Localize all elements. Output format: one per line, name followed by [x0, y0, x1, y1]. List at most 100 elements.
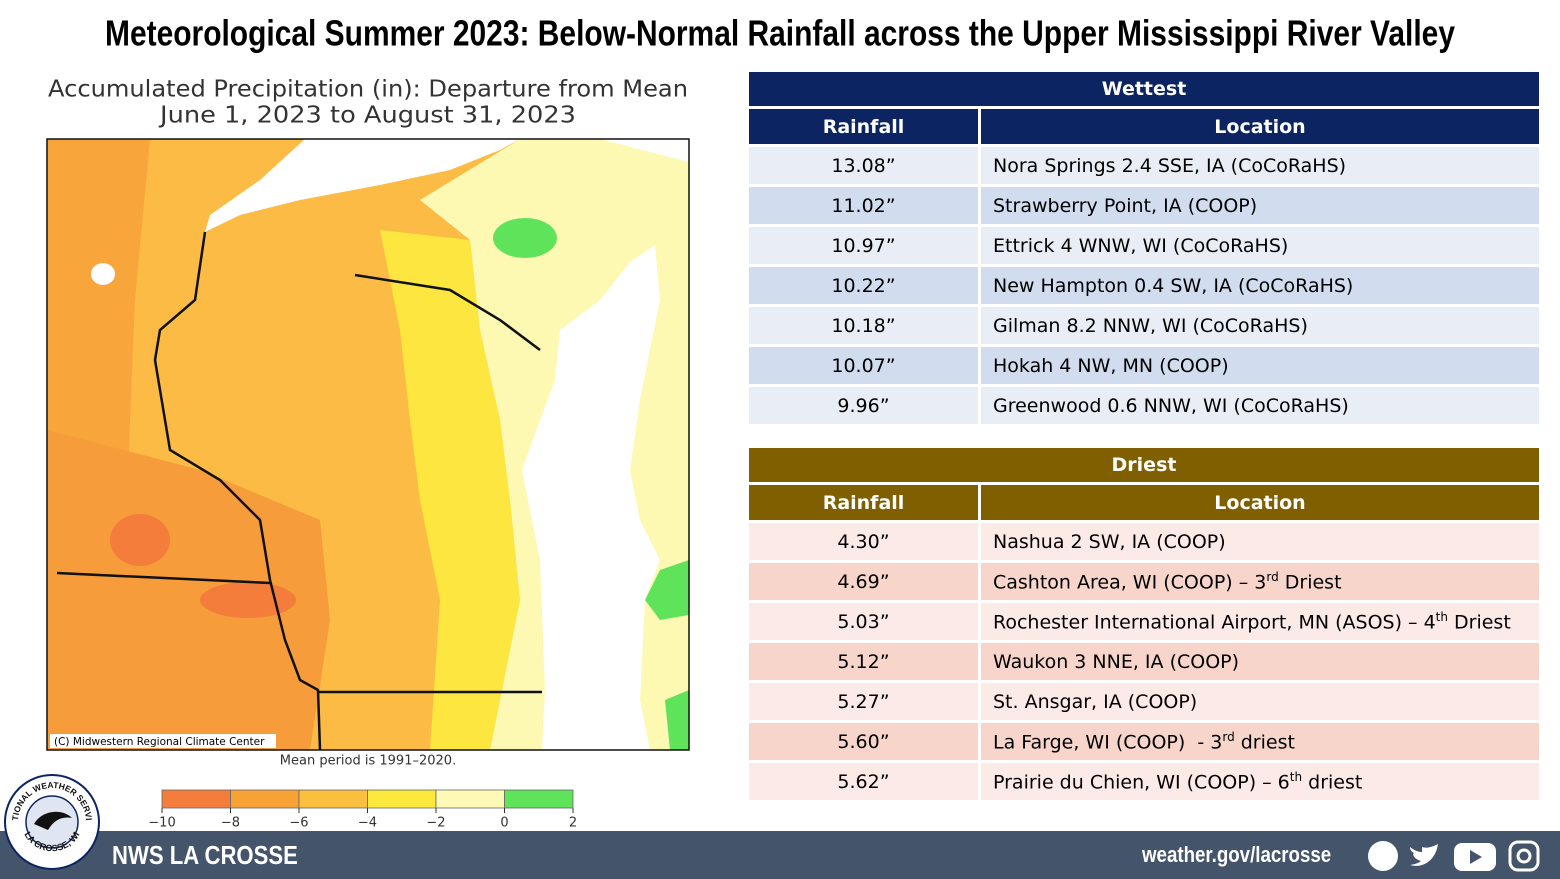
state-border	[56, 231, 542, 750]
mean-period: Mean period is 1991–2020.	[280, 754, 456, 769]
location-rank: Driest	[1447, 611, 1511, 634]
legend-tick-label: −6	[289, 816, 308, 831]
rainfall-cell: 10.07”	[749, 347, 981, 384]
map-region	[110, 514, 170, 566]
twitter-icon[interactable]	[1410, 844, 1438, 866]
table-row: 10.22” New Hampton 0.4 SW, IA (CoCoRaHS)	[749, 267, 1539, 304]
location-text: Prairie du Chien, WI (COOP) – 6	[993, 771, 1290, 794]
table-row: 11.02” Strawberry Point, IA (COOP)	[749, 187, 1539, 224]
rainfall-cell: 4.69”	[749, 563, 981, 600]
table-row: 4.30” Nashua 2 SW, IA (COOP)	[749, 523, 1539, 560]
location-cell: Nora Springs 2.4 SSE, IA (CoCoRaHS)	[993, 154, 1347, 177]
rainfall-cell: 5.03”	[749, 603, 981, 640]
location-cell: New Hampton 0.4 SW, IA (CoCoRaHS)	[993, 274, 1354, 297]
column-header: Rainfall	[749, 109, 981, 144]
legend-swatch	[435, 789, 505, 809]
lake	[522, 245, 660, 750]
map-credit: (C) Midwestern Regional Climate Center	[54, 736, 265, 748]
table-row: 10.18” Gilman 8.2 NNW, WI (CoCoRaHS)	[749, 307, 1539, 344]
lake	[91, 263, 115, 285]
legend-swatch	[504, 789, 574, 809]
map-region	[645, 560, 689, 750]
rainfall-cell: 5.27”	[749, 683, 981, 720]
table-row: 5.60” La Farge, WI (COOP) - 3rd driest	[749, 723, 1539, 760]
rainfall-cell: 5.62”	[749, 763, 981, 800]
location-cell: Prairie du Chien, WI (COOP) – 6th driest	[981, 763, 1539, 800]
column-header: Location	[981, 485, 1539, 520]
map-region	[200, 582, 296, 618]
map-frame	[46, 138, 690, 751]
table-row: 5.27” St. Ansgar, IA (COOP)	[749, 683, 1539, 720]
website: weather.gov/lacrosse	[1142, 842, 1332, 867]
office-name: NWS LA CROSSE	[112, 840, 298, 870]
logo-mark	[34, 811, 72, 830]
legend-swatch	[298, 789, 368, 809]
map: (C) Midwestern Regional Climate Center M…	[46, 138, 690, 831]
ordinal-suffix: rd	[1266, 569, 1279, 584]
table-row: 13.08” Nora Springs 2.4 SSE, IA (CoCoRaHS…	[749, 147, 1539, 184]
wettest-table: Wettest Rainfall Location 13.08” Nora Spring…	[749, 69, 1539, 427]
column-header: Location	[981, 109, 1539, 144]
map-region	[47, 430, 330, 750]
instagram-lens	[1516, 848, 1532, 864]
column-header: Rainfall	[749, 485, 981, 520]
location-text: Cashton Area, WI (COOP) – 3	[993, 571, 1267, 594]
location-text: La Farge, WI (COOP) - 3	[993, 731, 1223, 754]
rainfall-cell: 5.12”	[749, 643, 981, 680]
title-area: Meteorological Summer 2023: Below-Normal…	[105, 13, 1455, 54]
table-title: Driest	[749, 448, 1539, 482]
page-title: Meteorological Summer 2023: Below-Normal…	[105, 13, 1455, 54]
rainfall-cell: 9.96”	[749, 387, 981, 424]
column-header-row: Rainfall Location	[749, 109, 1539, 144]
facebook-icon[interactable]	[1368, 841, 1398, 871]
youtube-play	[1470, 850, 1482, 864]
map-subtitle: Accumulated Precipitation (in): Departur…	[48, 77, 688, 103]
social-icons	[1368, 840, 1540, 872]
table-row: 5.62” Prairie du Chien, WI (COOP) – 6th d…	[749, 763, 1539, 800]
table-row: 4.69” Cashton Area, WI (COOP) – 3rd Dries…	[749, 563, 1539, 600]
location-rank: Driest	[1278, 571, 1342, 594]
column-header-row: Rainfall Location	[749, 485, 1539, 520]
location-rank: driest	[1302, 771, 1363, 794]
location-cell: Cashton Area, WI (COOP) – 3rd Driest	[981, 563, 1539, 600]
table-title: Wettest	[749, 72, 1539, 106]
footer: NWS LA CROSSE weather.gov/lacrosse	[0, 831, 1560, 879]
location-cell: Waukon 3 NNE, IA (COOP)	[993, 650, 1240, 673]
table-title-row: Driest	[749, 448, 1539, 482]
table-row: 10.07” Hokah 4 NW, MN (COOP)	[749, 347, 1539, 384]
legend-swatch	[367, 789, 437, 809]
table-row: 10.97” Ettrick 4 WNW, WI (CoCoRaHS)	[749, 227, 1539, 264]
rainfall-cell: 5.60”	[749, 723, 981, 760]
legend-tick-label: 0	[500, 816, 508, 831]
legend-tick-label: −2	[426, 816, 445, 831]
map-region	[493, 218, 557, 258]
driest-table: Driest Rainfall Location 4.30” Nashua 2 SW, …	[749, 445, 1539, 803]
table-title-row: Wettest	[749, 72, 1539, 106]
rainfall-cell: 4.30”	[749, 523, 981, 560]
location-cell: Ettrick 4 WNW, WI (CoCoRaHS)	[993, 234, 1289, 257]
instagram-icon[interactable]	[1508, 840, 1540, 872]
location-text: Rochester International Airport, MN (ASO…	[993, 611, 1436, 634]
ordinal-suffix: th	[1435, 609, 1448, 624]
lake	[205, 139, 689, 232]
rainfall-cell: 10.97”	[749, 227, 981, 264]
location-rank: driest	[1234, 731, 1295, 754]
credit-box	[50, 734, 276, 748]
rainfall-cell: 10.22”	[749, 267, 981, 304]
legend-swatch	[161, 789, 231, 809]
map-panel: Accumulated Precipitation (in): Departur…	[46, 77, 690, 831]
location-cell: Greenwood 0.6 NNW, WI (CoCoRaHS)	[993, 394, 1349, 417]
legend-tick-label: −4	[358, 816, 377, 831]
location-cell: Nashua 2 SW, IA (COOP)	[993, 530, 1226, 553]
legend-tick-label: −8	[221, 816, 240, 831]
table-row: 5.03” Rochester International Airport, MN…	[749, 603, 1539, 640]
rainfall-cell: 13.08”	[749, 147, 981, 184]
table-row: 5.12” Waukon 3 NNE, IA (COOP)	[749, 643, 1539, 680]
map-subtitle: June 1, 2023 to August 31, 2023	[158, 103, 576, 129]
location-cell: Gilman 8.2 NNW, WI (CoCoRaHS)	[993, 314, 1308, 337]
ordinal-suffix: rd	[1222, 729, 1235, 744]
rainfall-cell: 10.18”	[749, 307, 981, 344]
legend-tick-label: −10	[148, 816, 175, 831]
location-cell: St. Ansgar, IA (COOP)	[993, 690, 1198, 713]
